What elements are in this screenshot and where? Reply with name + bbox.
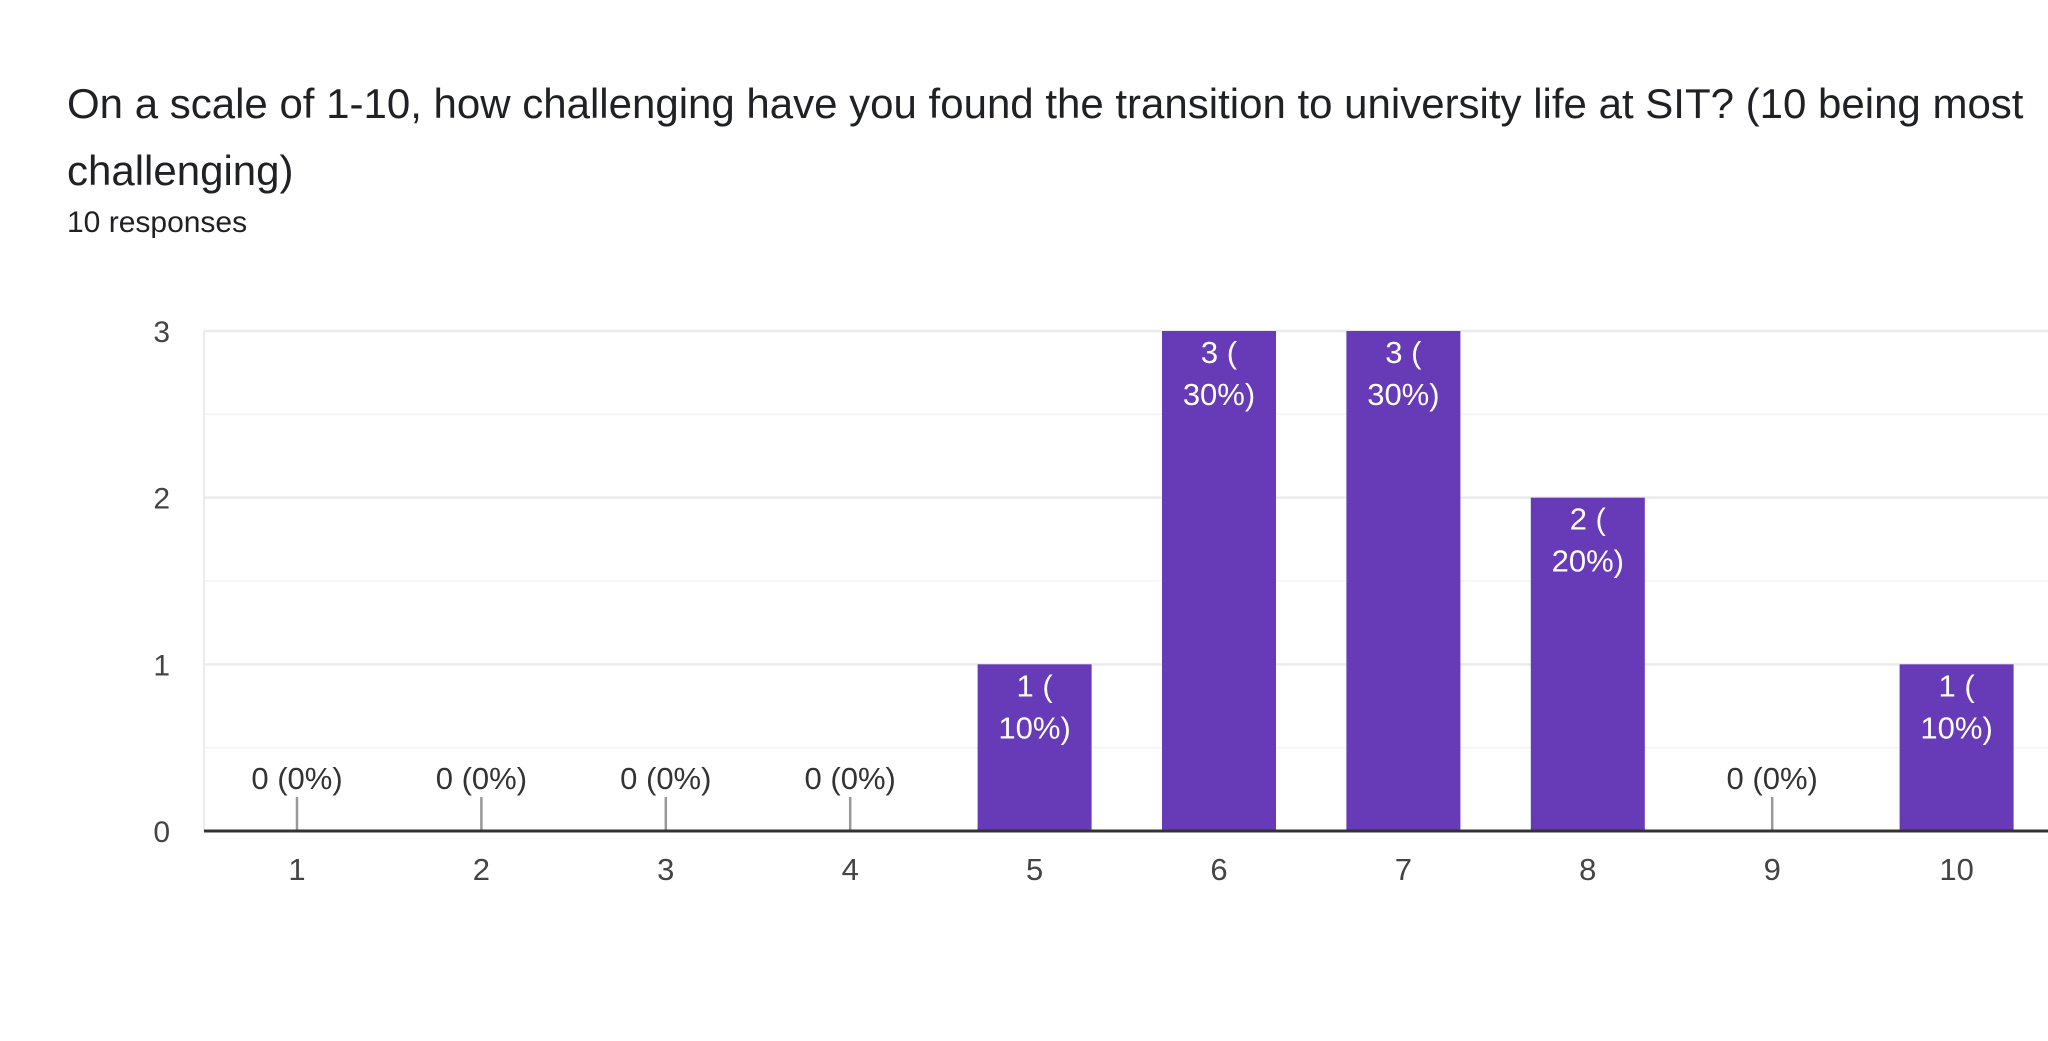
bar xyxy=(1346,331,1461,831)
x-tick-label: 10 xyxy=(1939,852,1973,887)
data-label: 0 (0%) xyxy=(805,761,896,796)
bar xyxy=(1530,497,1645,831)
bar xyxy=(1899,664,2014,831)
x-tick-label: 9 xyxy=(1764,852,1781,887)
x-tick-label: 8 xyxy=(1579,852,1596,887)
data-label: 3 ( xyxy=(1385,335,1422,370)
x-tick-label: 1 xyxy=(288,852,305,887)
y-tick-label: 3 xyxy=(153,316,170,349)
bar xyxy=(1162,331,1276,831)
data-label: 2 ( xyxy=(1570,502,1607,537)
data-label: 1 ( xyxy=(1017,668,1054,703)
data-label: 0 (0%) xyxy=(251,761,342,796)
x-tick-label: 3 xyxy=(657,852,674,887)
question-title: On a scale of 1-10, how challenging have… xyxy=(67,80,2024,194)
y-tick-label: 0 xyxy=(153,816,170,849)
x-tick-label: 5 xyxy=(1026,852,1043,887)
y-tick-label: 2 xyxy=(153,483,170,516)
y-tick-label: 1 xyxy=(153,649,170,682)
data-label: 3 ( xyxy=(1201,335,1238,370)
x-tick-label: 7 xyxy=(1395,852,1412,887)
data-label: 1 ( xyxy=(1939,668,1976,703)
data-label: 20%) xyxy=(1552,544,1624,579)
x-tick-label: 4 xyxy=(842,852,859,887)
x-tick-label: 2 xyxy=(473,852,490,887)
response-count: 10 responses xyxy=(67,206,248,239)
data-label: 0 (0%) xyxy=(1727,761,1818,796)
x-tick-label: 6 xyxy=(1210,852,1227,887)
data-label: 0 (0%) xyxy=(620,761,711,796)
bar xyxy=(977,664,1092,831)
data-label: 10%) xyxy=(1920,710,1992,745)
data-label: 30%) xyxy=(1367,377,1439,412)
data-label: 0 (0%) xyxy=(436,761,527,796)
data-label: 10%) xyxy=(998,710,1070,745)
data-label: 30%) xyxy=(1183,377,1255,412)
